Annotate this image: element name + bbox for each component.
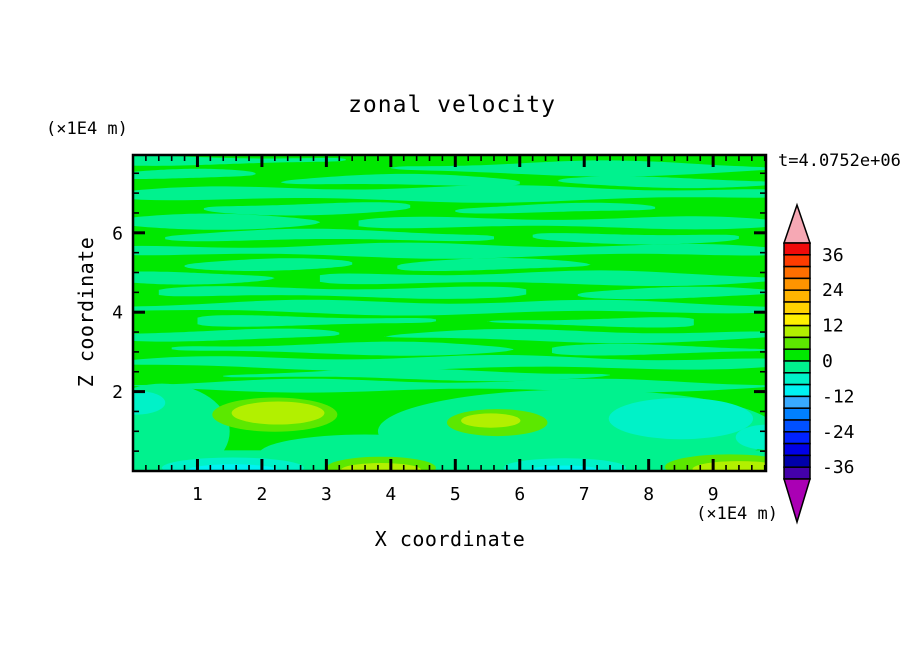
contour-band	[461, 413, 521, 428]
contour-band	[184, 258, 353, 271]
colorbar-box	[783, 431, 811, 445]
colorbar-box	[783, 313, 811, 327]
colorbar-box	[783, 419, 811, 433]
contour-band	[358, 216, 766, 230]
x-axis-label: X coordinate	[375, 527, 526, 551]
contour-band	[735, 424, 766, 450]
contour-band	[487, 317, 694, 328]
contour-band	[397, 258, 591, 271]
contour-band	[133, 155, 346, 166]
colorbar	[782, 202, 812, 525]
colorbar-box	[783, 407, 811, 421]
z-tick-label: 2	[112, 382, 123, 403]
colorbar-over-arrow	[782, 202, 812, 244]
contour-band	[158, 286, 527, 299]
contour-band	[133, 378, 766, 393]
colorbar-box	[783, 277, 811, 291]
contour-band	[281, 173, 520, 187]
z-tick-label: 6	[112, 223, 123, 244]
colorbar-box	[783, 289, 811, 303]
contour-band	[133, 242, 766, 259]
contour-band	[133, 271, 275, 285]
x-tick-label: 8	[643, 484, 654, 505]
contour-band	[692, 461, 766, 471]
x-tick-label: 9	[708, 484, 719, 505]
z-axis-label: Z coordinate	[74, 237, 98, 388]
z-tick-labels: 2 4 6	[112, 223, 123, 403]
contour-band	[558, 176, 766, 189]
time-annotation: t=4.0752e+06	[778, 151, 901, 171]
z-tick-label: 4	[112, 303, 123, 324]
contour-band	[552, 343, 766, 356]
contour-band	[319, 270, 766, 286]
colorbar-box	[783, 265, 811, 280]
colorbar-tick-label: 24	[822, 280, 844, 301]
colorbar-box	[783, 372, 811, 386]
colorbar-box	[783, 466, 811, 480]
x-tick-label: 2	[256, 484, 267, 505]
colorbar-box	[783, 336, 811, 350]
contour-band	[133, 168, 256, 179]
colorbar-box	[783, 348, 811, 362]
colorbar-box	[783, 454, 811, 468]
x-tick-label: 5	[450, 484, 461, 505]
colorbar-box	[783, 324, 811, 339]
contour-band	[223, 368, 610, 382]
contour-band	[203, 202, 411, 216]
colorbar-tick-label: 0	[822, 351, 833, 372]
contour-band	[171, 341, 514, 356]
colorbar-box	[783, 301, 811, 315]
colorbar-box	[783, 442, 811, 457]
contour-band	[165, 228, 494, 242]
colorbar-tick-label: 12	[822, 316, 844, 337]
contour-band	[133, 355, 766, 371]
colorbar-under-arrow	[782, 478, 812, 525]
x-tick-label: 3	[321, 484, 332, 505]
figure-title: zonal velocity	[348, 92, 556, 118]
x-tick-labels: 1 2 3 4 5 6 7 8 9	[192, 484, 719, 505]
x-tick-label: 4	[385, 484, 396, 505]
x-tick-label: 6	[514, 484, 525, 505]
plot-border	[131, 153, 768, 473]
contour-band	[231, 401, 325, 425]
contour-band	[577, 286, 766, 300]
colorbar-tick-label: -12	[822, 386, 855, 407]
contour-band	[608, 397, 754, 440]
colorbar-tick-label: -36	[822, 457, 855, 478]
x-tick-label: 1	[192, 484, 203, 505]
x-tick-label: 7	[579, 484, 590, 505]
contour-band	[341, 463, 422, 471]
contour-band	[529, 465, 601, 471]
contour-band	[390, 160, 766, 177]
contour-field	[133, 155, 766, 471]
colorbar-labels: 36 24 12 0 -12 -24 -36	[822, 245, 855, 478]
contour-band	[133, 213, 320, 230]
colorbar-tick-label: -24	[822, 422, 855, 443]
colorbar-box	[783, 360, 811, 374]
colorbar-tick-label: 36	[822, 245, 844, 266]
contour-band	[133, 328, 340, 342]
colorbar-box	[783, 395, 811, 409]
x-axis-unit-label: (×1E4 m)	[696, 504, 778, 524]
colorbar-box	[783, 242, 811, 256]
contour-band	[532, 233, 739, 245]
contour-band	[133, 390, 166, 415]
colorbar-box	[783, 254, 811, 268]
contour-band	[197, 315, 436, 327]
contour-band	[384, 329, 766, 344]
z-axis-unit-label: (×1E4 m)	[46, 119, 128, 139]
colorbar-box	[783, 383, 811, 398]
contour-band	[133, 185, 766, 203]
contour-band	[133, 299, 766, 316]
contour-band	[455, 202, 656, 214]
